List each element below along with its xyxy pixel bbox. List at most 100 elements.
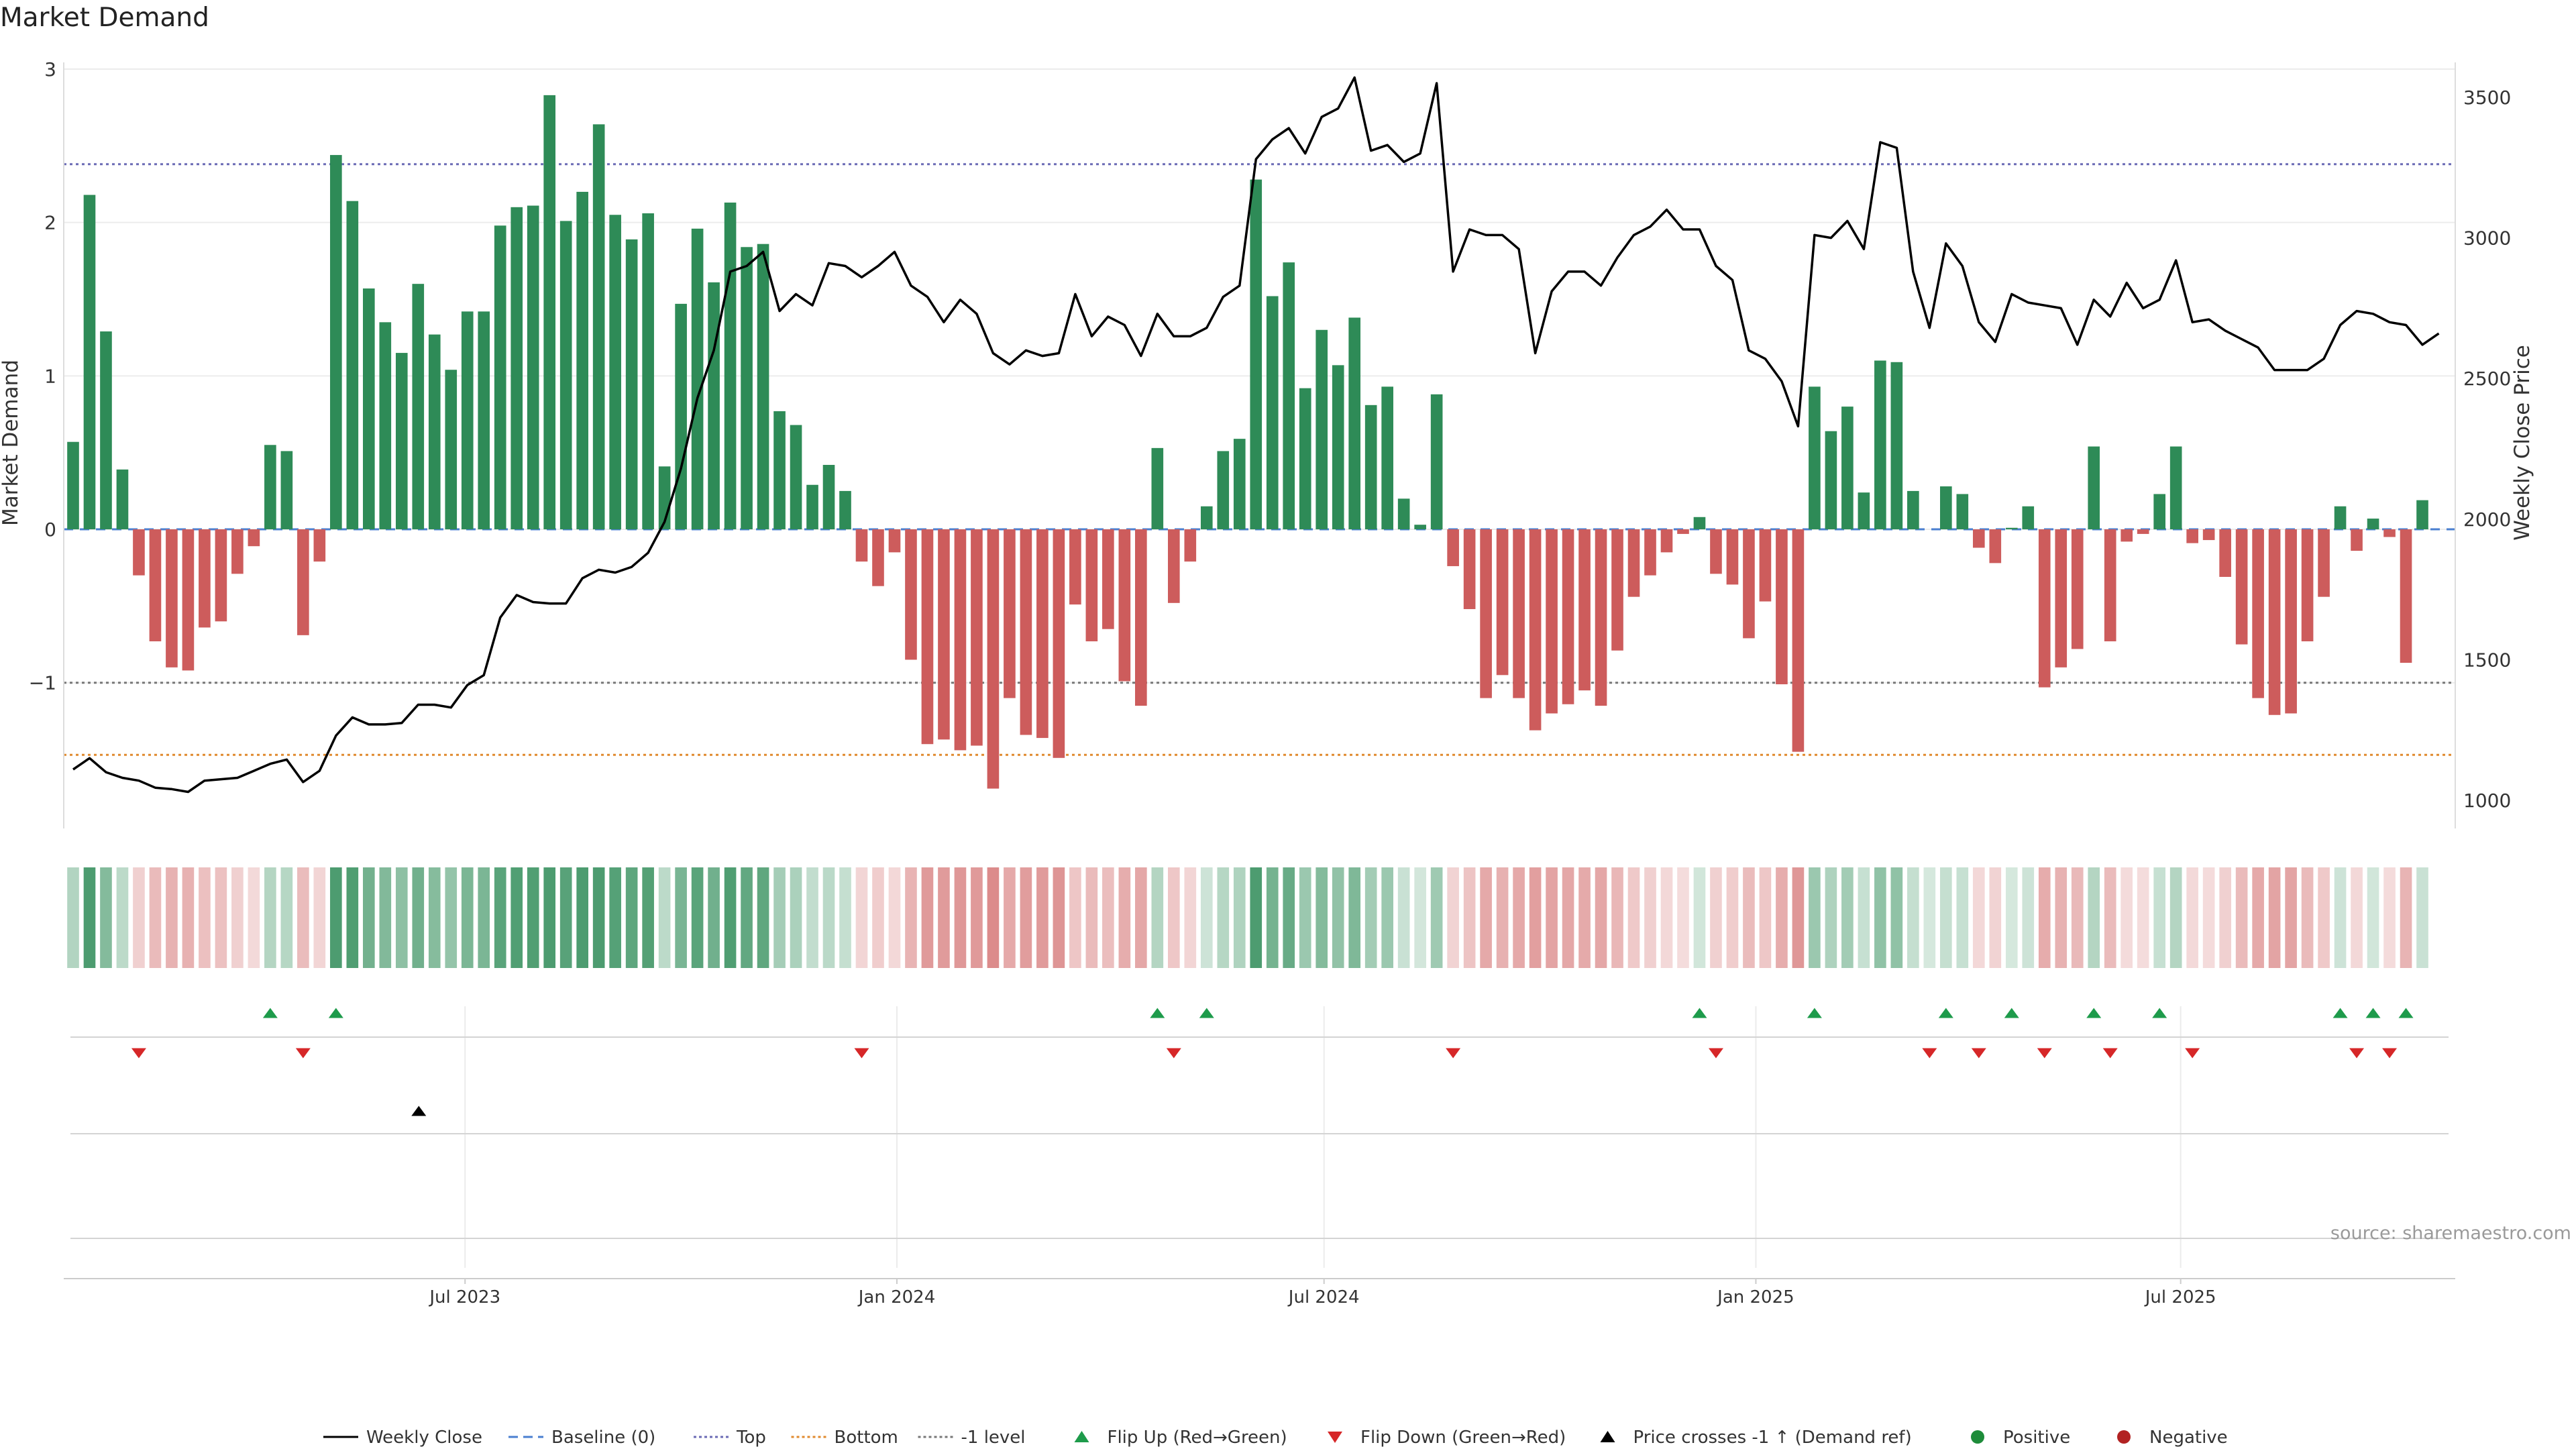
heat-strip-cell [971, 867, 983, 968]
demand-bar-negative [1463, 529, 1476, 609]
legend-item: Bottom [791, 1428, 898, 1448]
legend-swatch-dot [2117, 1430, 2131, 1444]
flip-up-marker [1150, 1008, 1165, 1018]
demand-bar-negative [1989, 529, 2002, 564]
legend-label: Flip Down (Green→Red) [1360, 1428, 1566, 1448]
demand-bar-positive [527, 205, 539, 530]
price-line-layer [72, 76, 2440, 794]
demand-bar-positive [1316, 329, 1328, 530]
demand-bar-negative [872, 529, 884, 586]
heat-strip-cell [2169, 867, 2182, 968]
heat-strip-cell [1151, 867, 1164, 968]
weekly-close-line [72, 76, 2440, 794]
heat-strip-cell [1841, 867, 1854, 968]
heat-strip-cell [461, 867, 474, 968]
demand-bar-negative [2038, 529, 2051, 688]
flip-up-marker [1692, 1008, 1707, 1018]
demand-bar-positive [2416, 500, 2428, 530]
heat-strip-cell [1004, 867, 1016, 968]
demand-bar-negative [1496, 529, 1509, 676]
heat-strip-cell [1266, 867, 1279, 968]
demand-bar-positive [1890, 362, 1903, 530]
demand-bar-positive [445, 370, 458, 530]
flip-down-marker [1922, 1048, 1937, 1059]
demand-bars [67, 95, 2428, 789]
heat-strip-cell [543, 867, 556, 968]
heat-strip-cell [822, 867, 835, 968]
demand-bar-negative [1578, 529, 1591, 691]
heat-strip-cell [1233, 867, 1246, 968]
demand-bar-negative [1118, 529, 1131, 682]
demand-bar-negative [2071, 529, 2084, 649]
legend-item: Negative [2117, 1428, 2228, 1448]
demand-bar-negative [1085, 529, 1098, 642]
demand-bar-negative [2104, 529, 2116, 642]
demand-bar-negative [1480, 529, 1492, 698]
heat-strip-cell [215, 867, 227, 968]
demand-bar-positive [1266, 296, 1279, 530]
heat-strip-cell [1085, 867, 1098, 968]
heat-strip-cell [133, 867, 145, 968]
demand-bar-positive [330, 155, 342, 530]
demand-bar-positive [1364, 405, 1377, 530]
heat-strip-cell [1332, 867, 1344, 968]
heat-strip-cell [297, 867, 309, 968]
heat-strip-cell [1776, 867, 1788, 968]
heat-strip-cell [1792, 867, 1805, 968]
demand-bar-negative [1644, 529, 1656, 576]
demand-bar-negative [182, 529, 195, 671]
flip-up-marker [262, 1008, 278, 1018]
demand-bar-negative [2285, 529, 2297, 714]
flip-down-marker [2037, 1048, 2052, 1059]
demand-bar-negative [2055, 529, 2068, 667]
heat-strip-cell [1611, 867, 1623, 968]
heat-strip-cell [1874, 867, 1886, 968]
demand-bar-positive [2153, 494, 2166, 530]
demand-bar-positive [1250, 179, 1263, 530]
heat-strip-cell [1759, 867, 1772, 968]
price-cross-marker [411, 1106, 427, 1116]
heat-strip-cell [2005, 867, 2018, 968]
demand-bar-negative [1529, 529, 1542, 731]
demand-bar-negative [2252, 529, 2264, 698]
demand-bar-negative [1776, 529, 1788, 685]
demand-bar-negative [313, 529, 326, 562]
demand-bar-positive [412, 284, 425, 530]
heat-strip-cell [1907, 867, 1919, 968]
heat-strip-cell [1858, 867, 1870, 968]
right-tick-label: 1000 [2463, 790, 2511, 812]
heat-strip-cell [724, 867, 737, 968]
heat-strip-cell [576, 867, 588, 968]
heat-strip-cell [2318, 867, 2330, 968]
demand-bar-negative [1611, 529, 1623, 651]
demand-bar-positive [461, 311, 474, 530]
heat-strip-cell [2153, 867, 2166, 968]
right-tick-label: 3000 [2463, 227, 2511, 250]
heat-strip-cell [1102, 867, 1114, 968]
demand-bar-negative [1972, 529, 1985, 548]
heat-strip-cell [2334, 867, 2347, 968]
legend-label: Top [736, 1428, 766, 1448]
demand-bar-positive [625, 239, 638, 530]
demand-bar-positive [2169, 446, 2182, 530]
heat-strip-cell [741, 867, 753, 968]
demand-bar-negative [1036, 529, 1049, 739]
demand-bar-positive [1414, 525, 1426, 530]
heat-strip-cell [67, 867, 79, 968]
heat-strip-cell [1184, 867, 1197, 968]
flip-down-marker [2185, 1048, 2200, 1059]
heat-strip-cell [888, 867, 901, 968]
heat-strip-cell [757, 867, 769, 968]
heat-strip-cell [1529, 867, 1542, 968]
demand-bar-negative [938, 529, 950, 740]
heat-strip-cell [708, 867, 720, 968]
heat-strip-cell [2235, 867, 2248, 968]
legend-label: Flip Up (Red→Green) [1108, 1428, 1287, 1448]
demand-bar-negative [231, 529, 244, 574]
demand-bar-positive [822, 465, 835, 530]
flip-down-marker [1708, 1048, 1723, 1059]
flip-up-marker [2365, 1008, 2381, 1018]
heat-strip-cell [1546, 867, 1558, 968]
demand-bar-positive [773, 411, 786, 530]
